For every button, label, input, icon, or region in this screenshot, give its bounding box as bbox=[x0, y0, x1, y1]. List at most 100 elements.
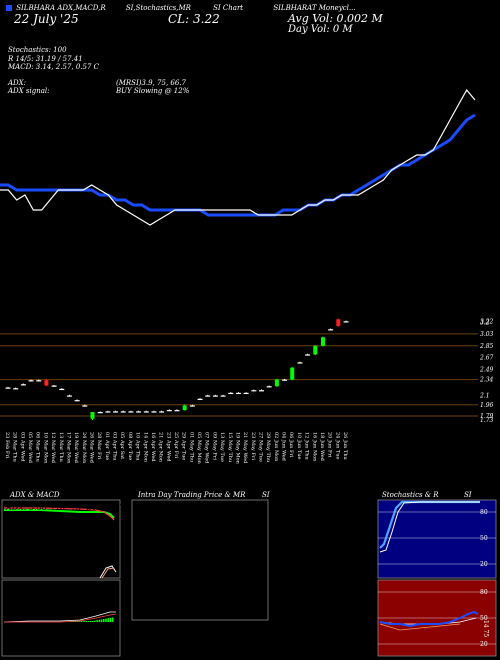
header-item-1: ADX,MACD,R bbox=[57, 4, 106, 12]
rsi-tick-50: 50 bbox=[480, 615, 488, 622]
candle-body-21 bbox=[166, 410, 172, 412]
avg-vol-label: Avg Vol: 0.002 M bbox=[288, 12, 383, 25]
header-strip: SILBHARA ADX,MACD,R SI,Stochastics,MR SI… bbox=[6, 4, 500, 18]
macd-line: MACD: 3.14, 2.57, 0.57 C bbox=[8, 63, 100, 71]
stoch-title: Stochastics & R bbox=[382, 491, 439, 499]
stoch-d-line bbox=[379, 501, 480, 553]
candle-body-31 bbox=[243, 392, 249, 395]
buy-line: BUY Slowing @ 12% bbox=[116, 87, 190, 95]
date-tick-22: 25 Apr Fri bbox=[173, 432, 179, 459]
candle-body-2 bbox=[20, 384, 26, 386]
price-tick-4: 2.67 bbox=[479, 355, 494, 362]
date-tick-19: 16 Apr Wed bbox=[150, 432, 156, 462]
date-tick-43: 24 Jun Tue bbox=[334, 432, 340, 460]
price-tick-8: 1.96 bbox=[480, 402, 494, 409]
header-item-5: Moneycl... bbox=[318, 4, 356, 12]
date-label: 22 July '25 bbox=[14, 12, 79, 26]
candle-body-14 bbox=[113, 411, 119, 413]
candle-body-29 bbox=[228, 392, 234, 395]
candle-body-18 bbox=[143, 411, 149, 413]
candle-body-4 bbox=[36, 380, 42, 382]
price-line bbox=[0, 88, 476, 226]
date-tick-12: 28 Mar Fri bbox=[96, 432, 102, 460]
date-tick-37: 06 Jun Fri bbox=[288, 432, 294, 458]
date-tick-8: 17 Mar Mon bbox=[65, 432, 71, 464]
date-tick-5: 10 Mar Mon bbox=[42, 432, 48, 464]
adx-values: ADX: 5.88 +DI: 75 -DI: 66.67 bbox=[5, 503, 125, 512]
blue-marker-icon bbox=[6, 5, 12, 11]
date-tick-40: 16 Jun Mon bbox=[311, 432, 317, 462]
candle-body-42 bbox=[328, 329, 334, 331]
header-item-4: SILBHARAT bbox=[273, 4, 317, 12]
stoch-si: SI bbox=[464, 491, 472, 499]
date-tick-33: 27 May Tue bbox=[258, 432, 264, 462]
macd-panel bbox=[1, 579, 121, 657]
candle-body-7 bbox=[59, 388, 65, 391]
macd-bar-4 bbox=[78, 621, 81, 622]
date-tick-32: 23 May Fri bbox=[250, 432, 256, 460]
macd-bar-11 bbox=[94, 620, 96, 622]
macd-bar-7 bbox=[85, 621, 87, 622]
candle-body-28 bbox=[220, 395, 226, 397]
date-tick-10: 24 Mar Mon bbox=[81, 432, 87, 464]
macd-signal-line bbox=[4, 613, 117, 623]
candle-body-26 bbox=[205, 395, 211, 397]
candle-body-16 bbox=[128, 411, 134, 413]
date-tick-24: 01 May Thu bbox=[188, 432, 194, 463]
candles bbox=[5, 318, 349, 420]
price-tick-0: 3.22 bbox=[480, 318, 494, 325]
candle-body-35 bbox=[274, 379, 279, 387]
macd-bar-6 bbox=[83, 621, 85, 622]
candle-body-12 bbox=[97, 412, 103, 414]
date-tick-25: 05 May Mon bbox=[196, 432, 202, 465]
price-grid bbox=[0, 333, 478, 417]
candle-body-9 bbox=[74, 400, 80, 402]
macd-bar-16 bbox=[105, 618, 107, 622]
adx-macd-title: ADX & MACD bbox=[10, 491, 60, 499]
price-axis: 3.223.2 3.03 2.85 2.67 2.49 2.34 2.1 1.96 1.791.… bbox=[479, 318, 494, 424]
stoch-tick-20: 20 bbox=[480, 561, 488, 568]
macd-bar-19 bbox=[111, 617, 114, 622]
rsi-panel: 80 50 20 14 75 bbox=[377, 579, 497, 657]
candle-body-30 bbox=[235, 392, 241, 395]
price-tick-7: 2.1 bbox=[479, 392, 490, 399]
date-tick-4: 06 Mar Thu bbox=[35, 432, 41, 463]
macd-bar-5 bbox=[81, 621, 83, 622]
date-tick-7: 13 Mar Thu bbox=[58, 432, 64, 463]
adx-aux-line bbox=[101, 567, 115, 579]
day-vol-label: Day Vol: 0 M bbox=[288, 24, 353, 35]
candle-body-5 bbox=[44, 380, 49, 386]
candle-body-39 bbox=[305, 354, 311, 356]
bottom-panels: ADX: 5.88 +DI: 75 -DI: 66.67 80 50 20 80… bbox=[1, 499, 497, 657]
date-tick-1: 28 Mar Thu bbox=[12, 432, 18, 463]
adx-di-minus-line bbox=[4, 507, 115, 521]
intraday-panel bbox=[131, 499, 269, 621]
date-tick-11: 26 Mar Wed bbox=[89, 432, 95, 464]
date-axis: 23 Feb Fri 28 Mar Thu 03 Apr Wed 05 Mar Wed… bbox=[4, 432, 348, 465]
candle-body-23 bbox=[182, 405, 187, 411]
header-item-3: SI Chart bbox=[213, 4, 244, 12]
candle-body-13 bbox=[105, 411, 111, 413]
adx-line: ADX: bbox=[8, 79, 27, 87]
date-tick-21: 23 Apr Wed bbox=[165, 432, 171, 462]
macd-bar-10 bbox=[92, 621, 94, 622]
date-tick-35: 02 Jun Mon bbox=[273, 432, 279, 462]
candle-body-37 bbox=[290, 367, 295, 380]
date-tick-6: 12 Mar Wed bbox=[50, 432, 56, 464]
rsi-orange-line bbox=[379, 623, 461, 631]
date-tick-44: 26 Jun Thu bbox=[342, 432, 348, 461]
date-tick-18: 14 Apr Mon bbox=[142, 432, 148, 463]
candle-body-34 bbox=[266, 386, 272, 388]
date-tick-36: 04 Jun Wed bbox=[281, 432, 287, 462]
price-tick-9: 1.79 bbox=[480, 413, 494, 420]
intraday-si: SI bbox=[262, 491, 270, 499]
date-tick-38: 10 Jun Tue bbox=[296, 432, 302, 460]
macd-bar-18 bbox=[109, 617, 112, 622]
candle-body-27 bbox=[212, 395, 218, 397]
date-tick-27: 09 May Fri bbox=[211, 432, 217, 460]
date-tick-13: 01 Apr Tue bbox=[104, 432, 110, 460]
candle-body-1 bbox=[13, 388, 19, 390]
macd-bar-12 bbox=[96, 620, 98, 622]
macd-histogram bbox=[70, 617, 114, 622]
macd-bar-17 bbox=[107, 618, 109, 622]
